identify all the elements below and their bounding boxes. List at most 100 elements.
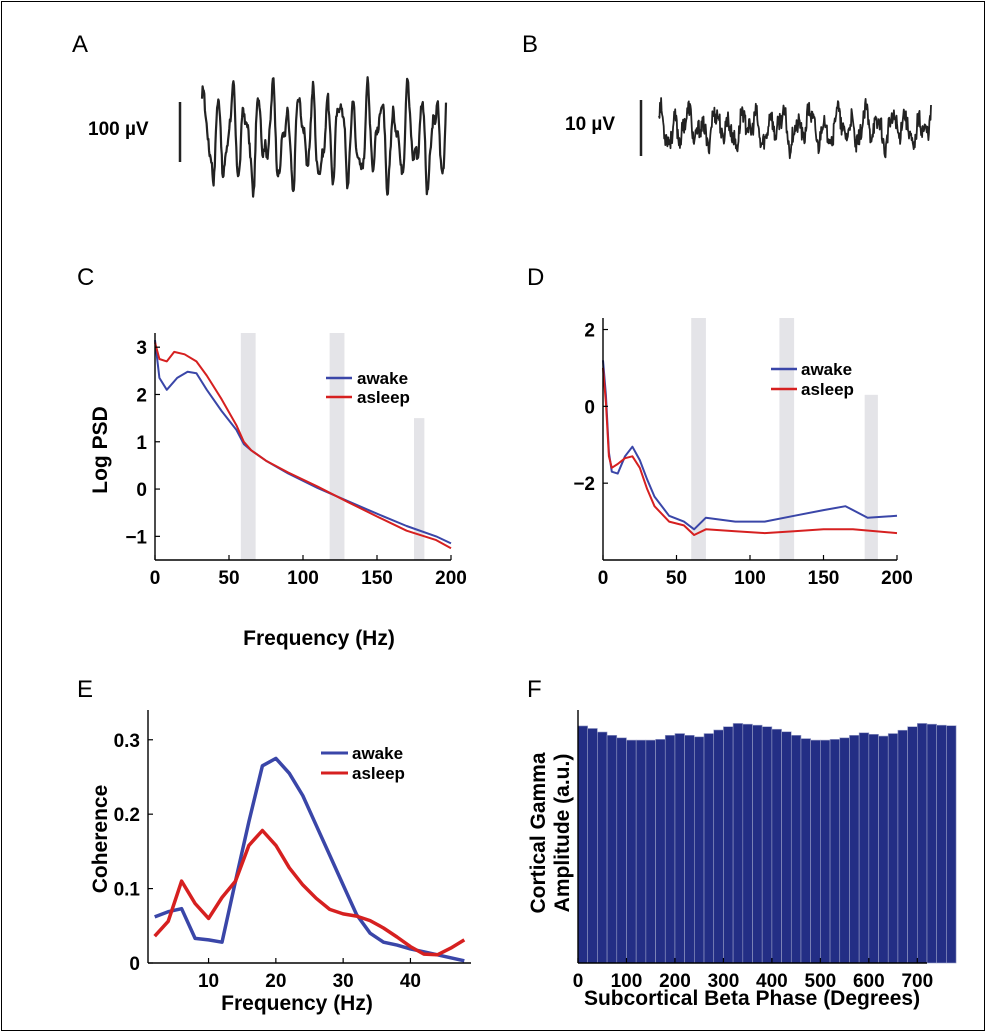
d-x-tick-label: 100 — [734, 568, 766, 589]
e-y-tick-label: 0.3 — [114, 731, 140, 752]
f-bar — [887, 733, 899, 964]
f-bar — [839, 737, 850, 964]
f-tick-labels: 0 100 200 300 400 500 600 700 — [573, 971, 933, 992]
c-legend-asleep: asleep — [357, 388, 410, 407]
d-highlight-band — [691, 318, 706, 560]
d-y-tick-label: 0 — [584, 397, 595, 418]
f-bar — [655, 739, 666, 964]
c-x-tick-label: 150 — [361, 568, 393, 589]
trace-a — [200, 76, 448, 198]
f-bar — [761, 726, 773, 964]
f-bar — [781, 731, 792, 964]
e-series — [153, 756, 466, 963]
c-highlight-band — [329, 333, 345, 560]
f-bar — [878, 735, 889, 964]
e-x-tick-label: 10 — [198, 971, 219, 992]
f-bar — [926, 723, 937, 964]
f-x-tick-label: 700 — [901, 971, 933, 992]
panel-letter-f: F — [527, 676, 542, 703]
panel-e: 10 20 30 40 0 0.1 0.2 0.3 Coherence Frequency (… — [89, 710, 471, 1015]
c-y-tick-label: 3 — [136, 338, 147, 359]
d-series-awake — [602, 360, 898, 531]
d-highlight-bands — [691, 318, 878, 560]
c-y-tick-label: 2 — [136, 385, 147, 406]
f-x-tick-label: 0 — [573, 971, 584, 992]
scale-label-b: 10 µV — [565, 114, 615, 135]
panel-letter-a: A — [72, 31, 88, 58]
f-x-tick-label: 300 — [708, 971, 740, 992]
c-legend-awake: awake — [357, 369, 408, 388]
f-x-tick-label: 600 — [853, 971, 885, 992]
f-bar — [606, 734, 618, 964]
f-y-axis-label-line1: Cortical Gamma — [527, 752, 550, 913]
f-bar — [645, 739, 656, 964]
c-x-tick-label: 50 — [218, 568, 239, 589]
f-bar — [771, 728, 782, 964]
c-series — [154, 339, 452, 550]
f-axes — [577, 710, 927, 964]
d-y-tick-label: −2 — [573, 474, 595, 495]
e-y-tick-label: 0.1 — [114, 880, 141, 901]
f-bar — [820, 739, 831, 964]
c-series-awake — [154, 339, 452, 545]
e-y-axis-label: Coherence — [89, 785, 112, 894]
e-legend-awake: awake — [352, 744, 403, 763]
f-x-tick-label: 500 — [805, 971, 837, 992]
panel-letter-d: D — [527, 264, 544, 291]
f-bar — [684, 734, 695, 964]
d-x-tick-label: 200 — [881, 568, 913, 589]
c-highlight-bands — [240, 333, 425, 560]
c-axes — [154, 333, 452, 561]
panel-letter-e: E — [77, 676, 93, 703]
d-legend-asleep: asleep — [801, 380, 854, 399]
f-bar — [917, 723, 928, 964]
d-axes — [602, 318, 898, 561]
c-x-axis-label: Frequency (Hz) — [243, 627, 395, 650]
panel-letter-b: B — [522, 31, 538, 58]
c-y-tick-label: −1 — [125, 527, 147, 548]
panel-b: 10 µV — [565, 97, 932, 160]
f-y-axis-label-line2: Amplitude (a.u.) — [551, 754, 574, 913]
e-y-tick-label: 0.2 — [114, 805, 140, 826]
f-bar — [907, 726, 918, 964]
e-series-awake — [154, 756, 465, 963]
d-tick-labels: 0 50 100 150 200 −2 0 2 — [573, 321, 913, 589]
scale-label-a: 100 µV — [88, 119, 149, 140]
f-bar — [723, 726, 734, 964]
f-bar — [694, 736, 705, 964]
f-bar — [868, 733, 879, 964]
d-legend-awake: awake — [801, 360, 852, 379]
f-bar — [587, 728, 598, 964]
f-bars — [577, 723, 957, 964]
f-bar — [946, 725, 957, 964]
f-bar — [732, 723, 744, 964]
e-y-tick-label: 0 — [129, 954, 140, 975]
d-highlight-band — [779, 318, 795, 560]
f-bar — [597, 731, 608, 964]
f-bar — [664, 734, 676, 964]
e-tick-labels: 10 20 30 40 0 0.1 0.2 0.3 — [114, 731, 421, 992]
f-bar — [616, 737, 627, 964]
c-y-axis-label: Log PSD — [89, 406, 112, 494]
panel-d: 0 50 100 150 200 −2 0 2 awake asleep — [573, 318, 913, 589]
f-bar — [674, 733, 685, 964]
f-bar — [849, 734, 860, 964]
c-x-tick-label: 0 — [150, 568, 161, 589]
d-highlight-band — [864, 394, 878, 560]
panel-f: 0 100 200 300 400 500 600 700 Cortical Gamma Am… — [527, 710, 957, 1010]
e-legend-asleep: asleep — [352, 764, 405, 783]
c-highlight-band — [414, 418, 425, 560]
d-x-tick-label: 150 — [808, 568, 840, 589]
d-series — [602, 360, 898, 536]
e-x-tick-label: 20 — [265, 971, 286, 992]
c-x-tick-label: 200 — [435, 568, 467, 589]
panel-a: 100 µV — [88, 76, 448, 198]
f-bar — [577, 725, 588, 964]
c-y-tick-label: 0 — [136, 480, 147, 501]
e-series-asleep — [153, 828, 466, 957]
c-x-tick-label: 100 — [287, 568, 319, 589]
